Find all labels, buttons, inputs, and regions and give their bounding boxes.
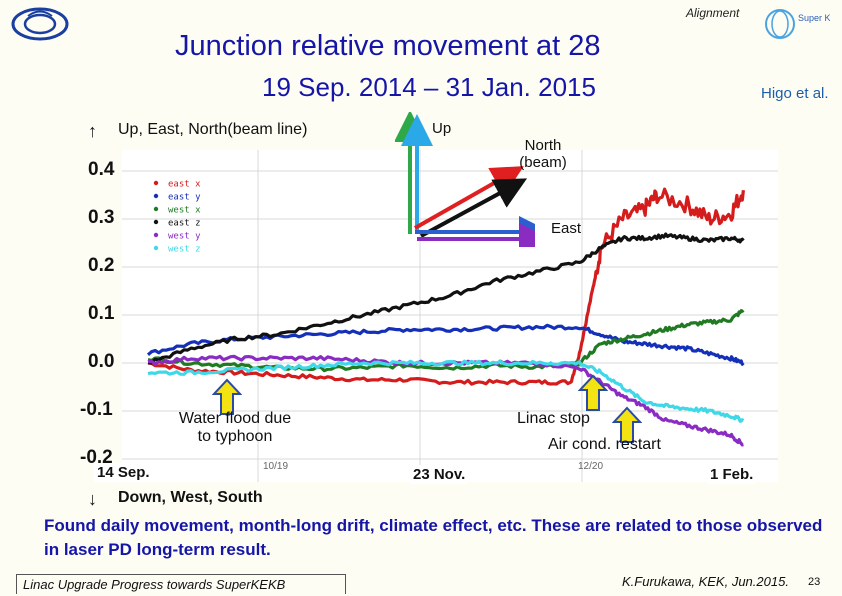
legend-marker xyxy=(153,206,159,212)
north-axis-label: North (beam) xyxy=(518,137,568,171)
up-axis-label: Up xyxy=(432,120,452,137)
legend-label: east z xyxy=(168,219,201,229)
legend-marker xyxy=(153,219,159,225)
legend: east x east y west x east z west y west z xyxy=(153,180,201,255)
legend-marker xyxy=(153,180,159,186)
date-end: 1 Feb. xyxy=(707,465,757,484)
axes-diagram xyxy=(395,112,535,247)
date-mid: 23 Nov. xyxy=(410,465,469,484)
water-flood-note: Water flood due to typhoon xyxy=(160,410,310,446)
series-line-east-x xyxy=(147,187,745,386)
author-credit: Higo et al. xyxy=(761,85,829,102)
up-arrow-icon: ↑ xyxy=(88,121,97,141)
y-tick-label: 0.4 xyxy=(88,159,115,180)
title-line-1: Junction relative movement at 28 xyxy=(175,30,601,62)
legend-marker xyxy=(153,193,159,199)
y-tick-label: 0.0 xyxy=(88,351,115,372)
down-arrow-icon: ↓ xyxy=(88,489,97,509)
y-tick-label: 0.1 xyxy=(88,303,115,324)
series-lines xyxy=(146,187,745,447)
water-flood-line-2: to typhoon xyxy=(197,428,273,445)
kek-logo-icon xyxy=(11,7,69,41)
logo-right-text: Super KEKB xyxy=(798,13,830,23)
direction-down-label: Down, West, South xyxy=(118,489,263,506)
legend-marker xyxy=(153,245,159,251)
east-axis-label: East xyxy=(551,220,582,237)
footer-right: K.Furukawa, KEK, Jun.2015. xyxy=(622,574,789,589)
legend-label: east y xyxy=(168,193,201,203)
air-cond-arrow-icon xyxy=(612,406,642,443)
date-start: 14 Sep. xyxy=(94,463,153,482)
tick-label-small-left: 10/19 xyxy=(263,461,289,472)
y-tick-label: -0.1 xyxy=(80,399,113,420)
north-label-line-1: North xyxy=(524,137,562,154)
north-axis-arrow xyxy=(414,166,524,230)
direction-up-arrow: ↑ xyxy=(88,121,97,142)
tick-label-small-right: 12/20 xyxy=(578,461,604,472)
title-line-2: 19 Sep. 2014 – 31 Jan. 2015 xyxy=(262,72,596,102)
page-number: 23 xyxy=(808,576,821,588)
series-line-east-z xyxy=(147,232,745,365)
superkekb-logo-icon: Super KEKB xyxy=(765,9,830,39)
legend-label: west y xyxy=(168,232,201,242)
legend-marker xyxy=(153,232,159,238)
summary-text: Found daily movement, month-long drift, … xyxy=(44,516,823,559)
linac-stop-note: Linac stop xyxy=(517,410,590,427)
legend-label: west z xyxy=(168,245,201,255)
legend-label: west x xyxy=(168,206,201,216)
direction-up-label: Up, East, North(beam line) xyxy=(118,121,308,138)
air-cond-note: Air cond. restart xyxy=(548,436,661,453)
y-tick-label: 0.3 xyxy=(88,207,115,228)
y-tick-label: 0.2 xyxy=(88,255,115,276)
linac-stop-arrow-icon xyxy=(578,374,608,411)
water-flood-arrow-icon xyxy=(212,378,242,415)
legend-label: east x xyxy=(168,180,201,190)
north-axis-arrow-2 xyxy=(420,178,528,238)
water-flood-line-1: Water flood due xyxy=(178,410,292,427)
north-label-line-2: (beam) xyxy=(519,154,567,171)
section-tag: Alignment xyxy=(686,6,740,20)
direction-down-arrow: ↓ xyxy=(88,489,97,510)
y-tick-label: -0.2 xyxy=(80,447,113,468)
series-line-west-z xyxy=(147,359,745,423)
footer-left: Linac Upgrade Progress towards SuperKEKB xyxy=(16,574,346,594)
